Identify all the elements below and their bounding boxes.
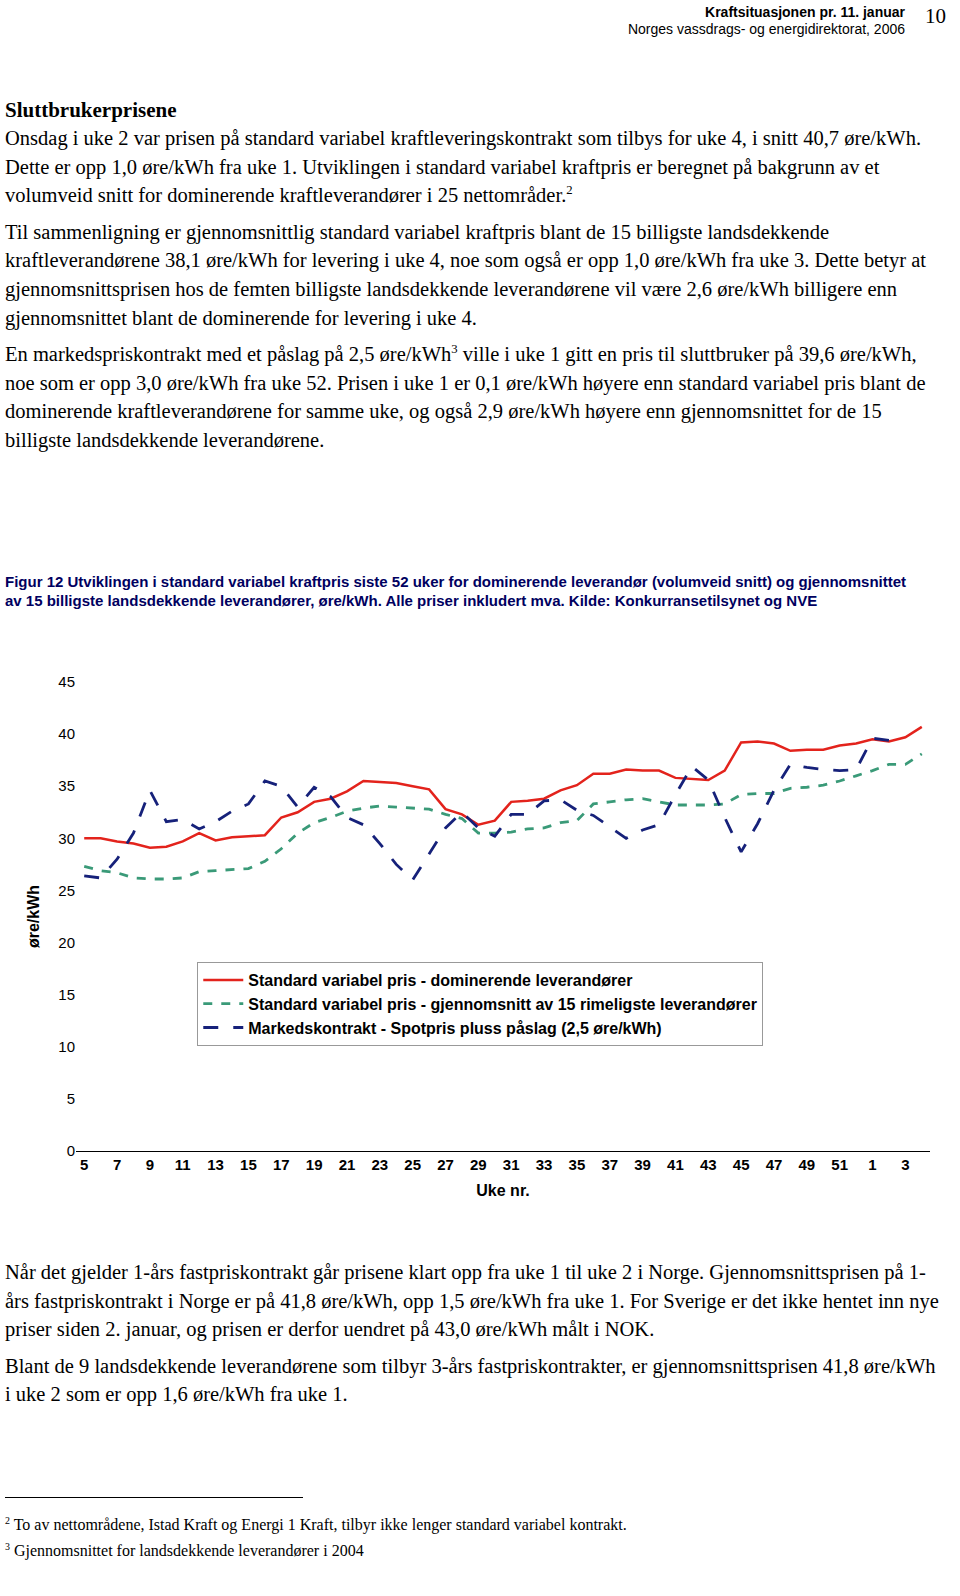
html-text:En markedspriskontrakt med et: En markedspriskontrakt med et påslag på … [5,342,926,451]
html-text:Figur 12 Utviklingen i standar: Figur 12 Utviklingen i standard variabel… [5,573,906,609]
svg-text:49: 49 [798,1156,815,1173]
html-text:Kraftsituasjonen pr. 11. janua: Kraftsituasjonen pr. 11. januar [705,4,905,20]
svg-text:33: 33 [536,1156,553,1173]
html-text:Når det gjelder 1-års fastpris: Når det gjelder 1-års fastpriskontrakt g… [5,1261,939,1341]
svg-text:30: 30 [58,830,75,847]
svg-text:Uke nr.: Uke nr. [476,1182,529,1199]
html-text:Norges vassdrags- og energidir: Norges vassdrags- og energidirektorat, 2… [628,21,905,37]
svg-text:øre/kWh: øre/kWh [25,885,42,948]
html-text:Sluttbrukerprisene: Sluttbrukerprisene [5,98,177,122]
svg-text:7: 7 [113,1156,121,1173]
html-text:2To av nettområdene, Istad Kra: 2To av nettområdene, Istad Kraft og Ener… [5,1514,627,1533]
svg-text:25: 25 [58,882,75,899]
svg-text:47: 47 [766,1156,783,1173]
svg-text:23: 23 [371,1156,388,1173]
svg-text:35: 35 [569,1156,586,1173]
svg-text:0: 0 [67,1142,75,1159]
svg-text:40: 40 [58,725,75,742]
svg-text:51: 51 [831,1156,848,1173]
svg-text:37: 37 [601,1156,618,1173]
svg-text:39: 39 [634,1156,651,1173]
svg-text:Standard variabel pris - domin: Standard variabel pris - dominerende lev… [248,972,632,989]
svg-text:27: 27 [437,1156,454,1173]
svg-text:10: 10 [58,1038,75,1055]
svg-text:13: 13 [207,1156,224,1173]
svg-text:25: 25 [404,1156,421,1173]
svg-text:1: 1 [868,1156,876,1173]
svg-text:3: 3 [901,1156,909,1173]
svg-text:9: 9 [146,1156,154,1173]
svg-text:35: 35 [58,777,75,794]
html-text:10: 10 [925,4,946,28]
svg-text:45: 45 [58,673,75,690]
svg-text:31: 31 [503,1156,520,1173]
svg-text:Standard variabel pris - gjenn: Standard variabel pris - gjennomsnitt av… [248,996,757,1013]
svg-text:11: 11 [175,1156,191,1173]
svg-text:20: 20 [58,934,75,951]
html-text:Onsdag i uke 2 var prisen på s: Onsdag i uke 2 var prisen på standard va… [5,127,921,207]
svg-text:Markedskontrakt - Spotpris plu: Markedskontrakt - Spotpris pluss påslag … [248,1020,661,1037]
html-text:Blant de 9 landsdekkende lever: Blant de 9 landsdekkende leverandørene s… [5,1354,936,1406]
svg-text:21: 21 [339,1156,356,1173]
svg-text:29: 29 [470,1156,487,1173]
svg-text:41: 41 [667,1156,684,1173]
html-text:3Gjennomsnittet for landsdekke: 3Gjennomsnittet for landsdekkende levera… [5,1540,364,1559]
svg-text:17: 17 [273,1156,290,1173]
svg-text:45: 45 [733,1156,750,1173]
svg-text:43: 43 [700,1156,717,1173]
html-text:Til sammenligning er gjennomsn: Til sammenligning er gjennomsnittlig sta… [5,220,926,329]
svg-text:19: 19 [306,1156,323,1173]
svg-text:5: 5 [67,1090,75,1107]
svg-text:15: 15 [58,986,75,1003]
svg-text:15: 15 [240,1156,257,1173]
svg-text:5: 5 [80,1156,88,1173]
